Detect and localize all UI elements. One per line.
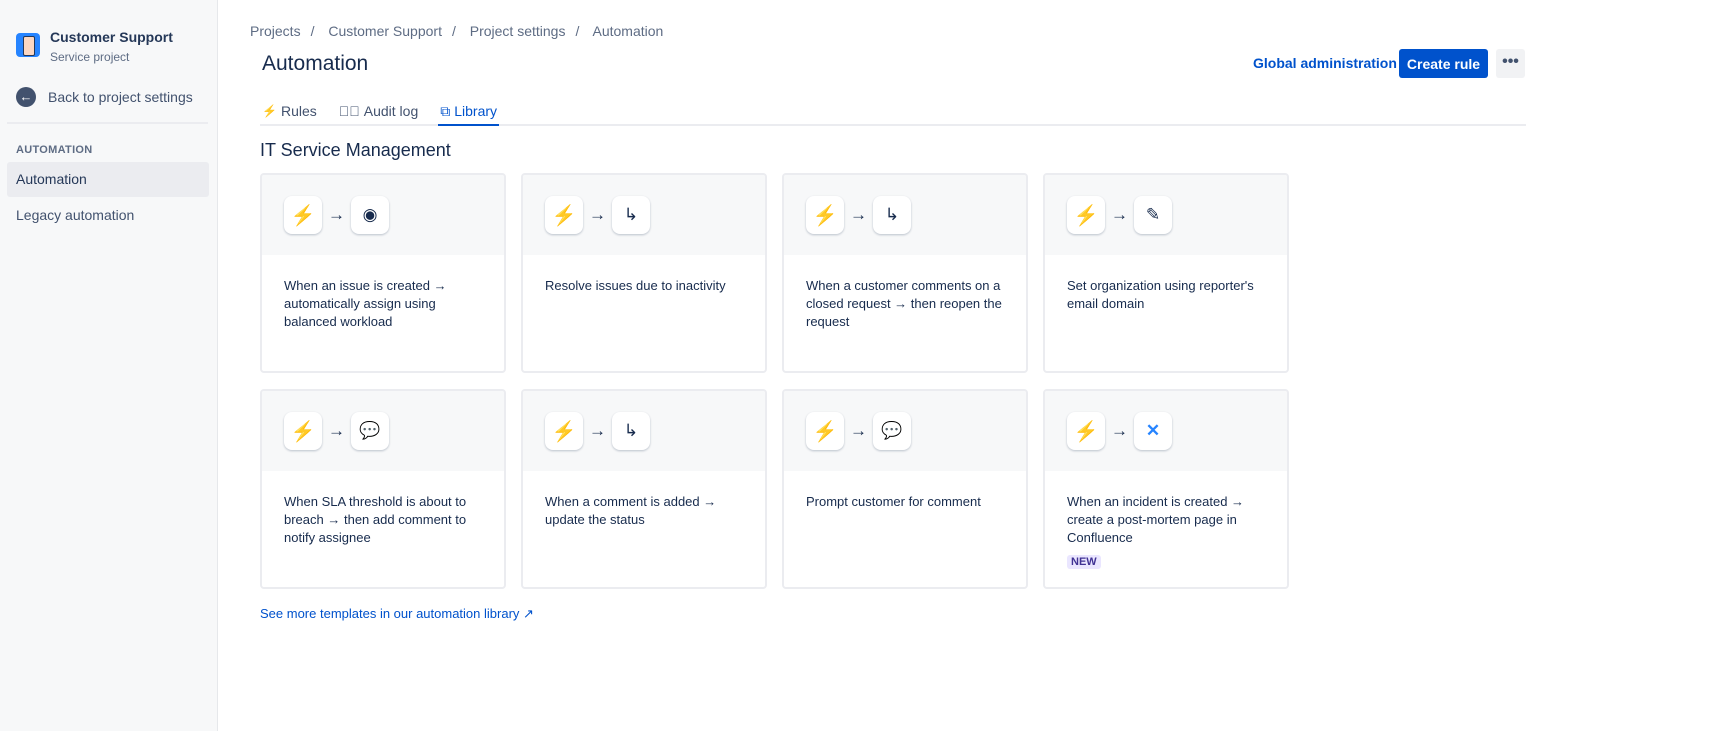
more-actions-button[interactable]: ••• [1496,49,1525,78]
back-label: Back to project settings [48,89,193,105]
tab-label: Rules [280,103,317,119]
automation-library-link[interactable]: See more templates in our automation lib… [260,606,534,621]
template-card[interactable]: ⚡ → 💬 Prompt customer for comment [782,389,1028,589]
card-title: When an incident is created → create a p… [1067,494,1245,545]
sidebar-item-legacy-automation[interactable]: Legacy automation [16,207,135,223]
template-card[interactable]: ⚡ → ↳ When a comment is added → update t… [521,389,767,589]
tab-label: Audit log [363,103,419,119]
person-icon: ◉ [351,196,389,234]
tab-library[interactable]: ⧉ Library [438,98,500,126]
card-icons: ⚡ → ↳ [523,391,765,471]
trigger-bolt-icon: ⚡ [1067,196,1105,234]
breadcrumb-automation[interactable]: Automation [592,23,664,39]
create-rule-button[interactable]: Create rule [1399,49,1488,78]
breadcrumb-projects[interactable]: Projects [250,23,301,39]
trigger-bolt-icon: ⚡ [284,196,322,234]
bolt-icon: ⚡ [262,104,277,118]
new-badge: NEW [1067,555,1101,569]
card-icons: ⚡ → ↳ [523,175,765,255]
card-icons: ⚡ → 💬 [784,391,1026,471]
arrow-right-icon: → [328,421,345,440]
project-name: Customer Support [50,29,173,45]
tab-label: Library [454,103,498,119]
global-administration-link[interactable]: Global administration [1253,55,1397,71]
card-title: Resolve issues due to inactivity [545,278,726,293]
card-icons: ⚡ → 💬 [262,391,504,471]
card-title: When a customer comments on a closed req… [806,278,1002,329]
project-header[interactable]: Customer Support Service project [16,28,173,64]
card-title: When SLA threshold is about to breach → … [284,494,467,545]
template-card[interactable]: ⚡ → ↳ Resolve issues due to inactivity [521,173,767,373]
trigger-bolt-icon: ⚡ [806,196,844,234]
confluence-icon: ✕ [1134,412,1172,450]
arrow-left-icon: ← [16,87,36,107]
check-circle-icon: ✓⃝ [338,103,360,119]
comment-add-icon: 💬 [873,412,911,450]
card-icons: ⚡ → ✎ [1045,175,1287,255]
card-title: When a comment is added → update the sta… [545,494,717,527]
tab-audit-log[interactable]: ✓⃝ Audit log [337,98,420,126]
template-card[interactable]: ⚡ → 💬 When SLA threshold is about to bre… [260,389,506,589]
tab-rules[interactable]: ⚡ Rules [260,98,319,126]
project-avatar [16,33,40,57]
template-card[interactable]: ⚡ → ✕ When an incident is created → crea… [1043,389,1289,589]
card-icons: ⚡ → ↳ [784,175,1026,255]
card-title: Prompt customer for comment [806,494,981,509]
arrow-right-icon: → [328,205,345,224]
trigger-bolt-icon: ⚡ [545,196,583,234]
tabs: ⚡ Rules ✓⃝ Audit log ⧉ Library [260,98,1526,126]
card-title: When an issue is created → automatically… [284,278,447,329]
page-title: Automation [262,52,369,75]
trigger-bolt-icon: ⚡ [545,412,583,450]
section-title: IT Service Management [260,140,451,160]
breadcrumb: Projects / Customer Support / Project sett… [250,23,664,39]
trigger-bolt-icon: ⚡ [1067,412,1105,450]
breadcrumb-project-settings[interactable]: Project settings [469,23,566,39]
sidebar: Customer Support Service project ← Back … [0,0,218,731]
trigger-bolt-icon: ⚡ [806,412,844,450]
edit-icon: ✎ [1134,196,1172,234]
arrow-right-icon: → [1111,205,1128,224]
copy-icon: ⧉ [440,103,451,119]
arrow-right-icon: → [1111,421,1128,440]
transition-icon: ↳ [873,196,911,234]
arrow-right-icon: → [850,421,867,440]
comment-add-icon: 💬 [351,412,389,450]
transition-icon: ↳ [612,196,650,234]
arrow-right-icon: → [850,205,867,224]
template-card[interactable]: ⚡ → ◉ When an issue is created → automat… [260,173,506,373]
arrow-right-icon: → [589,421,606,440]
transition-icon: ↳ [612,412,650,450]
template-card[interactable]: ⚡ → ✎ Set organization using reporter's … [1043,173,1289,373]
back-to-project-settings[interactable]: ← Back to project settings [16,87,193,107]
card-title: Set organization using reporter's email … [1067,278,1254,311]
sidebar-item-automation[interactable]: Automation [7,162,209,197]
trigger-bolt-icon: ⚡ [284,412,322,450]
breadcrumb-customer-support[interactable]: Customer Support [328,23,442,39]
sidebar-section-heading: AUTOMATION [16,144,93,156]
card-icons: ⚡ → ◉ [262,175,504,255]
arrow-right-icon: → [589,205,606,224]
divider [7,122,208,124]
card-icons: ⚡ → ✕ [1045,391,1287,471]
project-type: Service project [50,50,130,64]
template-card[interactable]: ⚡ → ↳ When a customer comments on a clos… [782,173,1028,373]
